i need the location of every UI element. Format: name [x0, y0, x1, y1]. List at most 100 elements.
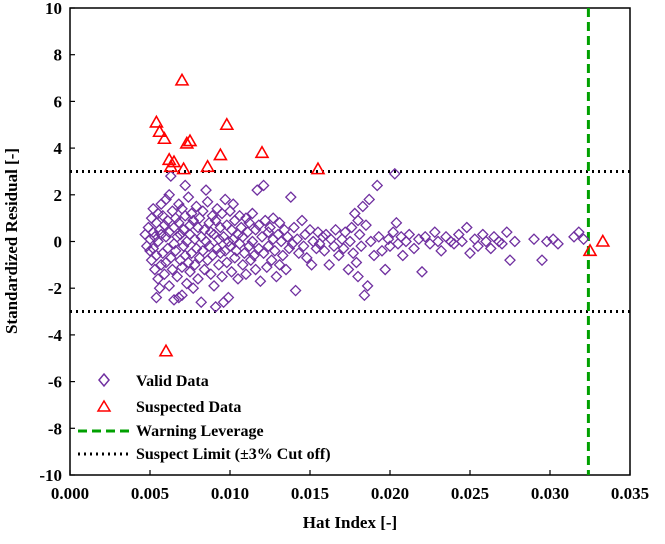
reference-lines — [70, 8, 630, 475]
valid-data-point — [222, 291, 235, 304]
valid-data-point — [171, 230, 184, 243]
valid-data-point — [257, 179, 270, 192]
valid-data-point — [249, 263, 262, 276]
valid-data-point — [300, 251, 313, 264]
valid-data-point — [456, 235, 468, 248]
valid-data-point — [172, 198, 185, 211]
valid-data-point — [358, 289, 371, 302]
valid-data-point — [176, 261, 188, 274]
valid-data-point — [190, 200, 203, 213]
valid-data-point — [332, 249, 345, 262]
y-tick-label: -6 — [48, 373, 62, 392]
valid-data-point — [360, 219, 372, 232]
y-tick-label: 10 — [45, 0, 62, 18]
y-tick-label: 6 — [54, 92, 63, 111]
valid-data-point — [310, 242, 323, 255]
y-tick-label: -8 — [48, 419, 62, 438]
valid-data-point — [144, 244, 156, 257]
valid-data-point — [376, 244, 388, 257]
x-tick-label: 0.030 — [531, 484, 569, 503]
y-tick-label: -4 — [48, 326, 63, 345]
valid-data-point — [206, 209, 219, 222]
valid-data-point — [273, 258, 286, 271]
suspected-data-point — [182, 133, 198, 147]
valid-data-point — [403, 228, 416, 241]
valid-data-point — [256, 230, 268, 243]
valid-data-point — [176, 289, 188, 302]
valid-data-point — [288, 221, 300, 234]
triangle-marker-icon — [96, 399, 112, 412]
valid-data-point — [240, 212, 252, 225]
valid-data-point — [371, 179, 384, 192]
valid-data-point — [260, 261, 273, 274]
suspected-data-point — [310, 161, 326, 175]
legend: Valid Data Suspected Data Warning Levera… — [78, 372, 331, 463]
valid-data-point — [460, 221, 473, 234]
valid-data-point — [382, 233, 395, 246]
valid-data-point — [163, 188, 176, 201]
axis-ticks: 0.000 0.005 0.010 0.015 0.020 0.025 0.030 0.035… — [39, 0, 649, 503]
valid-data-point — [179, 209, 192, 222]
legend-label-suspected: Suspected Data — [136, 399, 241, 416]
valid-data-point — [225, 265, 238, 278]
valid-data-point — [198, 263, 211, 276]
valid-data-point — [284, 191, 297, 204]
diamond-marker-icon — [98, 372, 110, 388]
suspected-data-point — [176, 161, 191, 175]
valid-data-point — [212, 233, 225, 246]
valid-data-point — [435, 244, 448, 257]
valid-data-point — [177, 240, 190, 253]
valid-data-point — [304, 223, 316, 236]
valid-data-point — [352, 214, 364, 227]
valid-data-point — [203, 240, 216, 253]
valid-data-point — [188, 233, 201, 246]
valid-data-point — [168, 293, 180, 306]
valid-data-point — [184, 265, 196, 278]
valid-data-point — [243, 216, 256, 229]
valid-data-point — [353, 228, 366, 241]
valid-data-point — [227, 198, 240, 211]
valid-data-point — [508, 235, 521, 248]
valid-data-point — [283, 242, 296, 255]
valid-data-point — [158, 268, 171, 281]
valid-data-point — [163, 279, 176, 292]
valid-data-point — [496, 237, 508, 250]
valid-data-point — [244, 254, 257, 267]
valid-data-point — [198, 223, 211, 236]
valid-data-point — [243, 240, 256, 253]
valid-data-point — [228, 251, 241, 264]
legend-item-valid: Valid Data — [98, 372, 209, 390]
x-axis-title: Hat Index [-] — [303, 513, 397, 532]
valid-data-point — [225, 223, 238, 236]
suspected-data-point — [157, 131, 172, 145]
valid-data-point — [280, 263, 292, 276]
valid-data-point — [428, 226, 441, 239]
valid-data-point — [396, 249, 409, 262]
valid-data-point — [204, 268, 217, 281]
valid-data-point — [209, 300, 222, 313]
valid-data-point — [196, 205, 209, 218]
valid-data-point — [174, 228, 187, 241]
valid-data-point — [216, 270, 228, 283]
valid-data-point — [291, 233, 304, 246]
valid-data-point — [528, 233, 540, 246]
valid-data-point — [297, 240, 310, 253]
valid-data-point — [150, 249, 163, 262]
x-tick-label: 0.000 — [51, 484, 89, 503]
suspected-data-point — [213, 147, 228, 161]
valid-data-point — [305, 258, 318, 271]
valid-data-point — [188, 258, 201, 271]
valid-data-point — [388, 167, 401, 180]
valid-data-point — [361, 279, 374, 292]
valid-data-point — [552, 237, 564, 250]
valid-data-point — [214, 221, 227, 234]
valid-data-point — [169, 244, 182, 257]
valid-data-point — [177, 223, 190, 236]
valid-data-point — [164, 170, 177, 183]
valid-data-point — [200, 235, 212, 248]
valid-data-point — [182, 256, 195, 269]
suspected-data-point — [200, 159, 215, 173]
suspected-data-point — [149, 114, 164, 128]
valid-data-point — [464, 247, 476, 260]
valid-data-point — [379, 263, 392, 276]
